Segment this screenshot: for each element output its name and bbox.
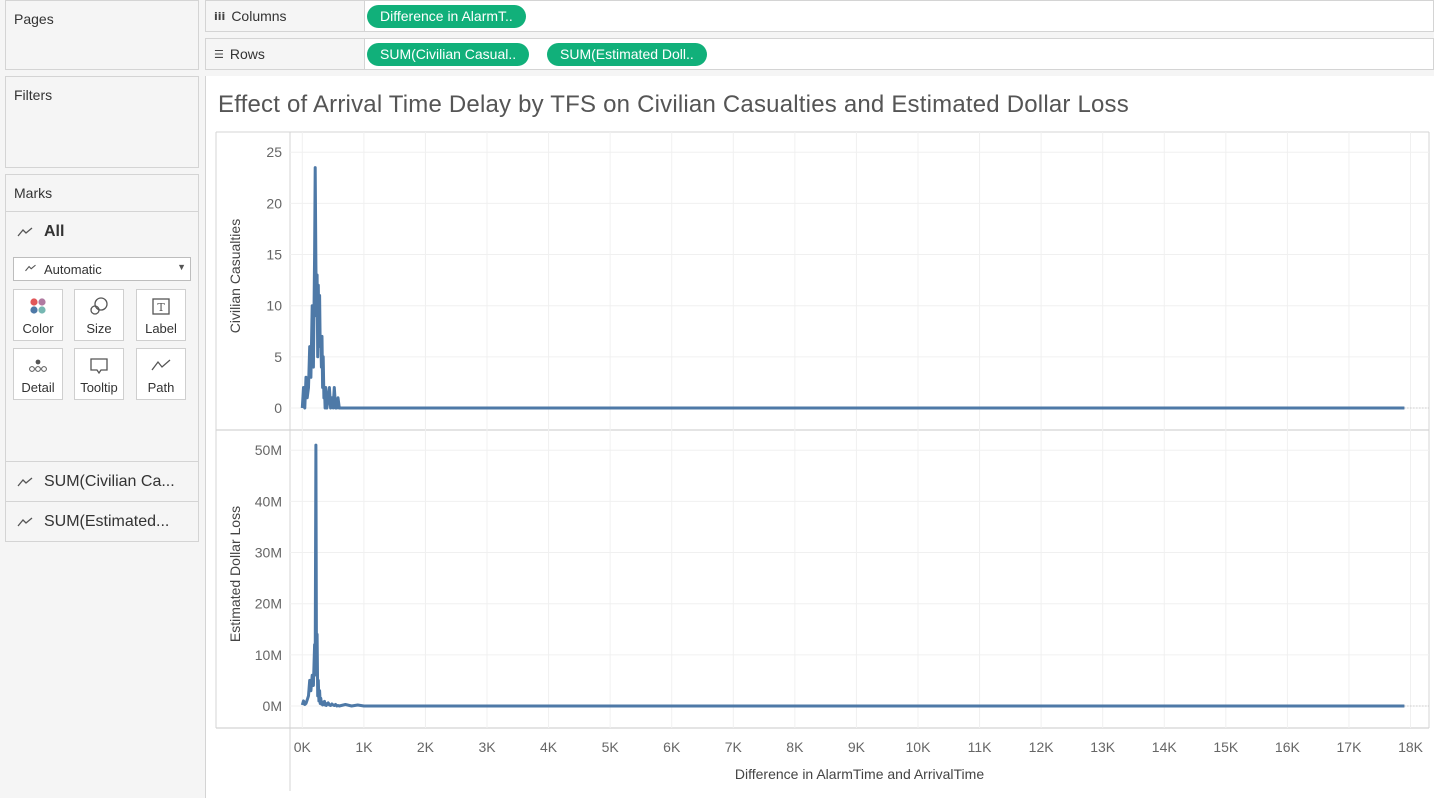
x-tick-label: 3K xyxy=(478,739,496,755)
x-tick-label: 2K xyxy=(417,739,435,755)
x-tick-label: 0K xyxy=(294,739,312,755)
mark-type-dropdown[interactable]: Automatic ▼ xyxy=(13,257,191,281)
pages-card[interactable]: Pages xyxy=(5,0,199,70)
rows-pill-civilian[interactable]: SUM(Civilian Casual.. xyxy=(367,43,530,66)
x-tick-label: 1K xyxy=(355,739,373,755)
x-tick-label: 4K xyxy=(540,739,558,755)
x-tick-label: 17K xyxy=(1337,739,1363,755)
y-tick-label: 0 xyxy=(274,400,282,416)
marks-card-title: Marks xyxy=(14,185,53,201)
detail-button[interactable]: Detail xyxy=(13,348,63,400)
tooltip-button-label: Tooltip xyxy=(80,380,118,395)
x-tick-label: 15K xyxy=(1213,739,1239,755)
chevron-down-icon: ▼ xyxy=(177,262,186,272)
rows-pill-dollar[interactable]: SUM(Estimated Doll.. xyxy=(547,43,707,66)
line-mark-icon xyxy=(25,264,36,272)
x-tick-label: 5K xyxy=(602,739,620,755)
columns-shelf: iii Columns Difference in AlarmT.. xyxy=(205,0,1434,32)
marks-measure-dollar[interactable]: SUM(Estimated... xyxy=(6,501,198,541)
marks-measure-civilian[interactable]: SUM(Civilian Ca... xyxy=(6,461,198,501)
x-tick-label: 6K xyxy=(663,739,681,755)
rows-icon: ☰ xyxy=(214,47,224,61)
line-mark-icon xyxy=(17,517,33,526)
marks-measure-label: SUM(Civilian Ca... xyxy=(44,472,175,490)
y-tick-label: 50M xyxy=(255,442,282,458)
x-tick-label: 13K xyxy=(1090,739,1116,755)
columns-drop-area[interactable]: Difference in AlarmT.. xyxy=(364,1,1433,31)
pages-card-title: Pages xyxy=(14,11,54,27)
size-icon xyxy=(90,297,108,315)
tooltip-icon xyxy=(90,358,108,375)
y-tick-label: 0M xyxy=(263,698,282,714)
chart-svg: 0K 1K 2K 3K 4K 5K 6K 7K 8K 9K 10K 11K 12K 13K 14K 15K 16… xyxy=(215,131,1430,791)
y-tick-label: 5 xyxy=(274,349,282,365)
y-tick-label: 30M xyxy=(255,545,282,561)
series-line xyxy=(300,166,1405,410)
path-button-label: Path xyxy=(147,380,175,395)
y-tick-label: 15 xyxy=(266,247,282,263)
filters-card-title: Filters xyxy=(14,87,53,103)
path-icon xyxy=(151,359,171,371)
marks-measure-label: SUM(Estimated... xyxy=(44,512,170,530)
rows-drop-area[interactable]: SUM(Civilian Casual.. SUM(Estimated Doll… xyxy=(364,39,1433,69)
y-tick-label: 10M xyxy=(255,647,282,663)
mark-type-value: Automatic xyxy=(44,262,102,277)
marks-all-label: All xyxy=(44,222,65,240)
path-button[interactable]: Path xyxy=(136,348,186,400)
x-tick-label: 11K xyxy=(968,739,993,755)
y-axis-title: Estimated Dollar Loss xyxy=(227,506,243,642)
marks-all-row[interactable]: All xyxy=(6,211,198,251)
x-tick-label: 14K xyxy=(1152,739,1178,755)
y-axis-title: Civilian Casualties xyxy=(227,219,243,333)
color-button[interactable]: Color xyxy=(13,289,63,341)
y-tick-label: 40M xyxy=(255,493,282,509)
label-button-label: Label xyxy=(145,321,177,336)
color-icon xyxy=(30,298,46,314)
rows-shelf: ☰ Rows SUM(Civilian Casual.. SUM(Estimat… xyxy=(205,38,1434,70)
marks-card: Marks All Automatic ▼ Color Size T Label… xyxy=(5,174,199,542)
label-icon: T xyxy=(152,298,170,315)
y-tick-label: 10 xyxy=(266,298,282,314)
filters-card[interactable]: Filters xyxy=(5,76,199,168)
x-tick-label: 12K xyxy=(1029,739,1055,755)
columns-icon: iii xyxy=(214,9,226,23)
x-tick-label: 9K xyxy=(848,739,866,755)
detail-icon xyxy=(29,359,47,372)
y-tick-label: 25 xyxy=(266,144,282,160)
x-tick-label: 8K xyxy=(786,739,804,755)
line-mark-icon xyxy=(17,477,33,486)
svg-text:T: T xyxy=(157,301,165,314)
x-tick-label: 18K xyxy=(1398,739,1424,755)
columns-pill[interactable]: Difference in AlarmT.. xyxy=(367,5,526,28)
x-tick-label: 16K xyxy=(1275,739,1301,755)
detail-button-label: Detail xyxy=(21,380,55,395)
color-button-label: Color xyxy=(22,321,54,336)
tooltip-button[interactable]: Tooltip xyxy=(74,348,124,400)
chart-title: Effect of Arrival Time Delay by TFS on C… xyxy=(218,91,1129,118)
size-button-label: Size xyxy=(86,321,112,336)
y-tick-label: 20M xyxy=(255,596,282,612)
x-tick-label: 7K xyxy=(725,739,743,755)
series-line xyxy=(300,443,1405,708)
rows-shelf-label: ☰ Rows xyxy=(214,46,265,62)
worksheet-view: Effect of Arrival Time Delay by TFS on C… xyxy=(205,76,1434,798)
columns-shelf-label: iii Columns xyxy=(214,8,287,24)
size-button[interactable]: Size xyxy=(74,289,124,341)
line-mark-icon xyxy=(17,227,33,236)
x-axis-title: Difference in AlarmTime and ArrivalTime xyxy=(735,766,984,782)
x-tick-label: 10K xyxy=(906,739,932,755)
label-button[interactable]: T Label xyxy=(136,289,186,341)
y-tick-label: 20 xyxy=(266,195,282,211)
